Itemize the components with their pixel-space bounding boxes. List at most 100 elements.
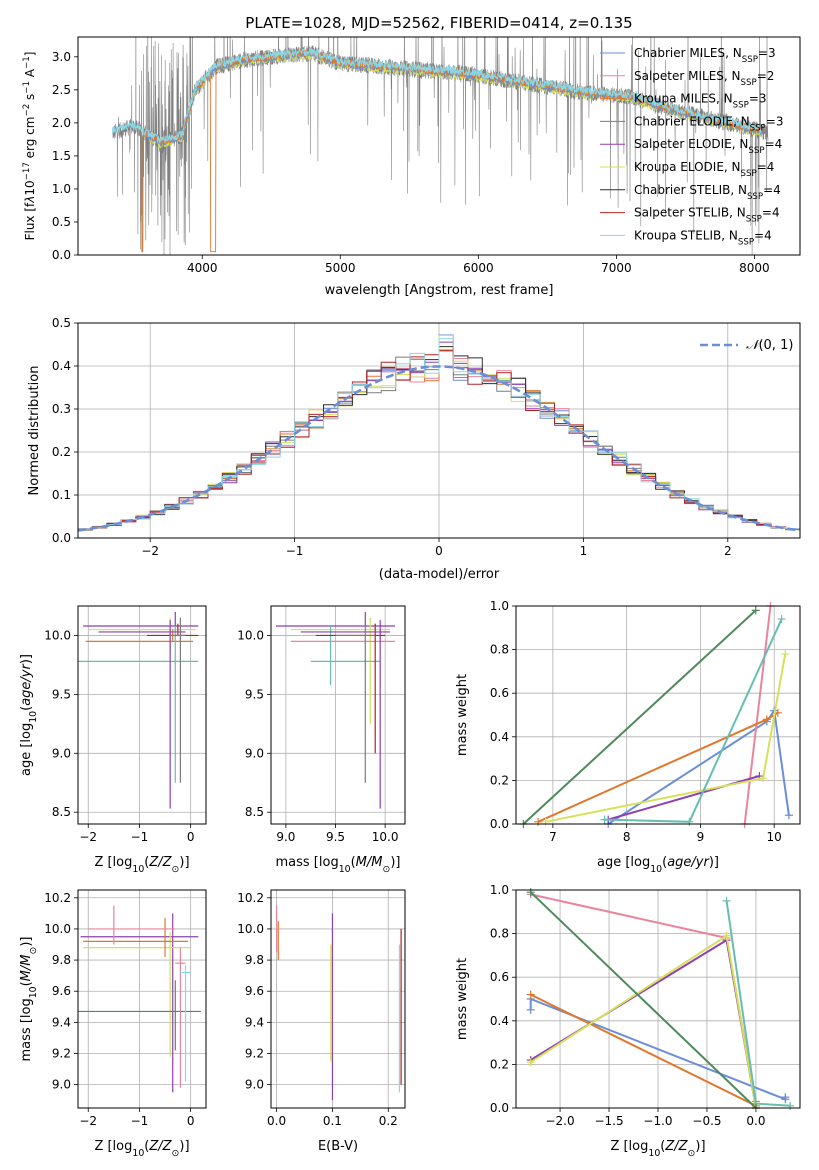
axes-frame bbox=[515, 605, 801, 825]
legend-label: Salpeter MILES, NSSP=2 bbox=[634, 69, 774, 88]
y-tick-label: 8.5 bbox=[245, 805, 264, 819]
y-tick-label: 9.2 bbox=[245, 1047, 264, 1061]
y-tick-label: 10.2 bbox=[237, 891, 264, 905]
y-tick-label: 9.5 bbox=[52, 687, 71, 701]
y-tick-label: 9.0 bbox=[245, 746, 264, 760]
weight-marker bbox=[526, 990, 535, 999]
weight-marker bbox=[685, 817, 694, 826]
y-axis-label: Flux [fλ10−17 erg cm−2 s−1 A−1] bbox=[22, 52, 37, 241]
legend-label: Salpeter STELIB, NSSP=4 bbox=[634, 206, 780, 225]
x-tick-label: 1 bbox=[580, 544, 588, 558]
weight-line bbox=[607, 707, 790, 824]
x-tick-label: 0.0 bbox=[267, 1114, 286, 1128]
panel-age-vs-Z: −2 −1 0 8.5 9.0 9.5 10.0 Z [log10(Z/Z⊙)] age [lo… bbox=[19, 605, 207, 875]
x-tick-label: 10 bbox=[767, 830, 782, 844]
x-tick-label: 7 bbox=[549, 830, 557, 844]
weight-marker bbox=[777, 615, 786, 624]
axes-frame bbox=[77, 889, 207, 1109]
y-tick-label: 8.5 bbox=[52, 805, 71, 819]
x-axis-label: Z [log10(Z/Z⊙)] bbox=[94, 855, 189, 875]
panel-mass-vs-ebv: 0.0 0.1 0.2 9.0 9.2 9.4 9.6 9.8 10.0 10.2 E(B-V) bbox=[237, 889, 406, 1154]
weight-marker bbox=[526, 1058, 535, 1067]
y-tick-label: 9.4 bbox=[52, 1015, 71, 1029]
y-axis-label: Normed distribution bbox=[27, 366, 42, 496]
x-tick-label: 5000 bbox=[325, 261, 356, 275]
y-tick-label: 10.2 bbox=[44, 891, 71, 905]
y-tick-label: 9.0 bbox=[52, 746, 71, 760]
y-tick-label: 9.8 bbox=[245, 953, 264, 967]
y-tick-label: 9.2 bbox=[52, 1047, 71, 1061]
x-tick-label: 4000 bbox=[187, 261, 218, 275]
y-tick-label: 2.0 bbox=[52, 116, 71, 130]
weight-line bbox=[522, 609, 757, 824]
panel-weight-vs-Z: −2.0 −1.5 −1.0 −0.5 0.0 0.0 0.2 0.4 0.6 0.8 1.0 Z [… bbox=[455, 883, 801, 1159]
weight-marker bbox=[534, 817, 543, 826]
x-tick-label: −0.5 bbox=[692, 1114, 721, 1128]
weight-line bbox=[530, 938, 757, 1108]
chart-title: PLATE=1028, MJD=52562, FIBERID=0414, z=0… bbox=[245, 14, 632, 32]
y-axis-label: mass weight bbox=[455, 958, 470, 1040]
y-tick-label: 9.5 bbox=[245, 687, 264, 701]
weight-marker bbox=[722, 896, 731, 905]
y-tick-label: 9.8 bbox=[52, 953, 71, 967]
legend-label: 𝒩(0, 1) bbox=[746, 338, 793, 353]
y-tick-label: 0.3 bbox=[52, 402, 71, 416]
panel-residuals: −2 −1 0 1 2 0.0 0.1 0.2 0.3 0.4 0.5 𝒩(0, 1) (data-mo… bbox=[27, 316, 801, 582]
weight-line bbox=[530, 993, 757, 1108]
y-tick-label: 0.8 bbox=[490, 643, 509, 657]
legend-label: Chabrier MILES, NSSP=3 bbox=[634, 46, 776, 65]
x-tick-label: −1 bbox=[131, 830, 149, 844]
x-tick-label: −2 bbox=[141, 544, 159, 558]
x-tick-label: 10.0 bbox=[372, 830, 399, 844]
y-tick-label: 9.6 bbox=[245, 984, 264, 998]
weight-marker bbox=[751, 606, 760, 615]
y-tick-label: 0.4 bbox=[490, 1014, 509, 1028]
legend-label: Chabrier STELIB, NSSP=4 bbox=[634, 183, 781, 202]
legend-label: Kroupa MILES, NSSP=3 bbox=[634, 92, 767, 111]
x-tick-label: −1 bbox=[286, 544, 304, 558]
x-axis-label: age [log10(age/yr)] bbox=[597, 855, 719, 875]
weight-marker bbox=[786, 1101, 795, 1110]
x-tick-label: 0.0 bbox=[746, 1114, 765, 1128]
axes-frame bbox=[270, 889, 406, 1109]
legend-label: Salpeter ELODIE, NSSP=4 bbox=[634, 137, 782, 156]
weight-marker bbox=[600, 815, 609, 824]
y-tick-label: 0.1 bbox=[52, 488, 71, 502]
y-axis-label: age [log10(age/yr)] bbox=[19, 654, 39, 776]
y-tick-label: 9.0 bbox=[245, 1078, 264, 1092]
y-tick-label: 1.0 bbox=[490, 599, 509, 613]
weight-marker bbox=[722, 931, 731, 940]
y-tick-label: 0.5 bbox=[52, 316, 71, 330]
y-tick-label: 10.0 bbox=[237, 922, 264, 936]
x-tick-label: 0 bbox=[435, 544, 443, 558]
x-tick-label: 8 bbox=[623, 830, 631, 844]
x-tick-label: 0.2 bbox=[379, 1114, 398, 1128]
y-tick-label: 0.6 bbox=[490, 970, 509, 984]
y-tick-label: 10.0 bbox=[237, 628, 264, 642]
weight-line bbox=[530, 891, 757, 1108]
y-tick-label: 0.6 bbox=[490, 686, 509, 700]
panel-age-vs-mass: 9.0 9.5 10.0 8.5 9.0 9.5 10.0 mass [log10(M/M⊙)… bbox=[237, 605, 406, 875]
y-tick-label: 0.0 bbox=[52, 248, 71, 262]
weight-marker bbox=[784, 811, 793, 820]
y-tick-label: 0.4 bbox=[52, 359, 71, 373]
model-spectrum-8 bbox=[112, 47, 762, 144]
weight-marker bbox=[781, 1093, 790, 1102]
weight-line bbox=[725, 900, 791, 1107]
x-tick-label: −1.5 bbox=[594, 1114, 623, 1128]
x-axis-label: E(B-V) bbox=[318, 1139, 358, 1154]
x-tick-label: 9.5 bbox=[326, 830, 345, 844]
y-tick-label: 2.5 bbox=[52, 83, 71, 97]
y-tick-label: 1.0 bbox=[490, 883, 509, 897]
y-tick-label: 0.5 bbox=[52, 215, 71, 229]
x-axis-label: wavelength [Angstrom, rest frame] bbox=[325, 283, 554, 298]
x-tick-label: 2 bbox=[724, 544, 732, 558]
y-tick-label: 0.0 bbox=[52, 531, 71, 545]
x-axis-label: Z [log10(Z/Z⊙)] bbox=[94, 1139, 189, 1159]
weight-marker bbox=[759, 774, 768, 783]
y-tick-label: 9.6 bbox=[52, 984, 71, 998]
x-axis-label: Z [log10(Z/Z⊙)] bbox=[610, 1139, 705, 1159]
weight-line bbox=[530, 934, 757, 1108]
weight-marker bbox=[781, 649, 790, 658]
